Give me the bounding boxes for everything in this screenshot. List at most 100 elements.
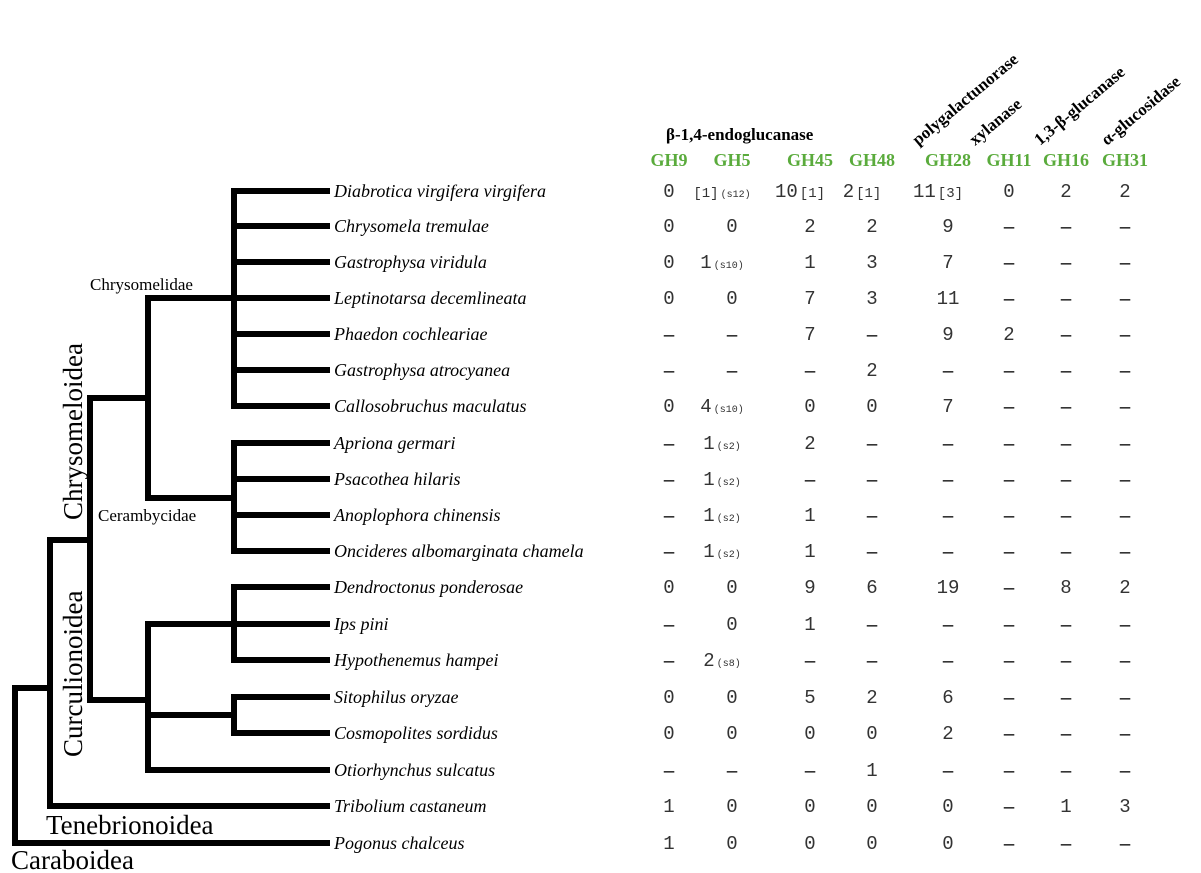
count-cell-value: 1 [663, 833, 674, 855]
count-cell-dash: – [664, 542, 675, 563]
gh-family-header: GH31 [1102, 150, 1148, 170]
count-cell-dash: – [1120, 217, 1131, 238]
species-name: Hypothenemus hampei [333, 650, 498, 670]
table-row: Sitophilus oryzae 0 0 5 2 6 – – – [334, 687, 1131, 709]
count-cell-value: 11 [937, 288, 960, 310]
count-cell: 11 [3] [913, 181, 963, 203]
count-cell-value: 0 [1003, 181, 1014, 203]
count-cell-value: 0 [866, 723, 877, 745]
species-name: Anoplophora chinensis [333, 505, 501, 525]
count-cell-dash: – [1061, 470, 1072, 491]
count-cell: 1 [663, 796, 674, 818]
count-cell: 0 [663, 216, 674, 238]
table-row: Tribolium castaneum 1 0 0 0 0 – 1 3 [334, 796, 1131, 818]
count-cell: 2 (s8) [703, 650, 740, 672]
count-cell-value: 0 [726, 577, 737, 599]
count-cell-value: 1 [703, 469, 714, 491]
count-cell-dash: – [1120, 361, 1131, 382]
count-cell-value: 0 [726, 833, 737, 855]
count-cell: 0 [663, 252, 674, 274]
count-cell: 0 [866, 796, 877, 818]
count-cell: 0 [663, 723, 674, 745]
table-row: Cosmopolites sordidus 0 0 0 0 2 – – – [334, 723, 1131, 745]
count-cell-dash: – [1004, 688, 1015, 709]
count-cell-dash: – [867, 542, 878, 563]
count-cell-value: 9 [942, 324, 953, 346]
count-cell-dash: – [664, 506, 675, 527]
count-cell: 1 [663, 833, 674, 855]
count-cell: 0 [866, 396, 877, 418]
count-cell-value: 0 [804, 723, 815, 745]
gh-family-header: GH28 [925, 150, 971, 170]
count-cell-dash: – [1120, 289, 1131, 310]
count-cell-value: 0 [942, 796, 953, 818]
count-cell-dash: – [1004, 434, 1015, 455]
count-cell: 0 [942, 796, 953, 818]
count-cell: 0 [726, 796, 737, 818]
count-cell: 7 [804, 288, 815, 310]
count-cell: 0 [726, 577, 737, 599]
count-cell-dash: – [727, 761, 738, 782]
table-row: Callosobruchus maculatus 0 4 (s10) 0 0 7 – – – [334, 396, 1131, 418]
count-cell-value: 2 [843, 181, 854, 203]
count-cell-value: 0 [663, 577, 674, 599]
count-cell-dash: – [727, 361, 738, 382]
count-cell: 6 [942, 687, 953, 709]
count-cell-value: 6 [942, 687, 953, 709]
count-cell-dash: – [1004, 542, 1015, 563]
count-cell-dash: – [1061, 834, 1072, 855]
count-cell-dash: – [1004, 361, 1015, 382]
count-cell: 0 [663, 577, 674, 599]
gh-family-header: GH45 [787, 150, 833, 170]
count-cell: 2 [1003, 324, 1014, 346]
gh-family-header: GH16 [1043, 150, 1089, 170]
count-cell-dash: – [1004, 761, 1015, 782]
count-cell-dash: – [1004, 470, 1015, 491]
count-cell: 0 [866, 833, 877, 855]
table-row: Phaedon cochleariae – – 7 – 9 2 – – [333, 324, 1131, 346]
count-cell-dash: – [1120, 688, 1131, 709]
count-cell-dash: – [664, 615, 675, 636]
count-cell: 10 [1] [775, 181, 825, 203]
count-cell-dash: – [1004, 615, 1015, 636]
count-cell-dash: – [1004, 217, 1015, 238]
count-cell-dash: – [943, 542, 954, 563]
count-cell-value: 9 [942, 216, 953, 238]
count-cell-dash: – [1061, 253, 1072, 274]
count-cell-dash: – [1120, 542, 1131, 563]
count-cell: 0 [804, 396, 815, 418]
count-cell-annotation: (s2) [717, 549, 741, 561]
count-cell-value: 0 [663, 288, 674, 310]
count-cell-value: 0 [663, 216, 674, 238]
count-cell: 0 [726, 614, 737, 636]
count-cell-annotation: [1] [856, 186, 881, 202]
count-cell-dash: – [1061, 615, 1072, 636]
count-cell: 8 [1060, 577, 1071, 599]
count-cell-value: 1 [703, 541, 714, 563]
count-cell-value: 1 [804, 505, 815, 527]
count-cell-dash: – [1120, 761, 1131, 782]
count-cell: 1 [804, 505, 815, 527]
species-name: Cosmopolites sordidus [334, 723, 498, 743]
count-cell-annotation: [1] [800, 186, 825, 202]
count-cell-value: 0 [726, 216, 737, 238]
table-row: Anoplophora chinensis –1 (s2) 1– – – – – [333, 505, 1131, 527]
count-cell-value: 8 [1060, 577, 1071, 599]
count-cell-dash: – [1061, 289, 1072, 310]
count-cell-annotation: (s2) [717, 477, 741, 489]
count-cell-value: 2 [866, 360, 877, 382]
table-row: Chrysomela tremulae 0 0 2 2 9 – – – [334, 216, 1131, 238]
count-cell-dash: – [1061, 688, 1072, 709]
count-cell-dash: – [943, 761, 954, 782]
count-cell-dash: – [1004, 253, 1015, 274]
count-cell-value: 0 [726, 687, 737, 709]
count-cell-dash: – [943, 651, 954, 672]
count-cell-dash: – [1061, 397, 1072, 418]
count-cell-value: 10 [775, 181, 798, 203]
count-cell-value: 0 [804, 796, 815, 818]
count-cell: 6 [866, 577, 877, 599]
count-cell-dash: – [1120, 724, 1131, 745]
species-name: Oncideres albomarginata chamela [334, 541, 584, 561]
count-cell-dash: – [664, 434, 675, 455]
gh-family-header: GH48 [849, 150, 895, 170]
